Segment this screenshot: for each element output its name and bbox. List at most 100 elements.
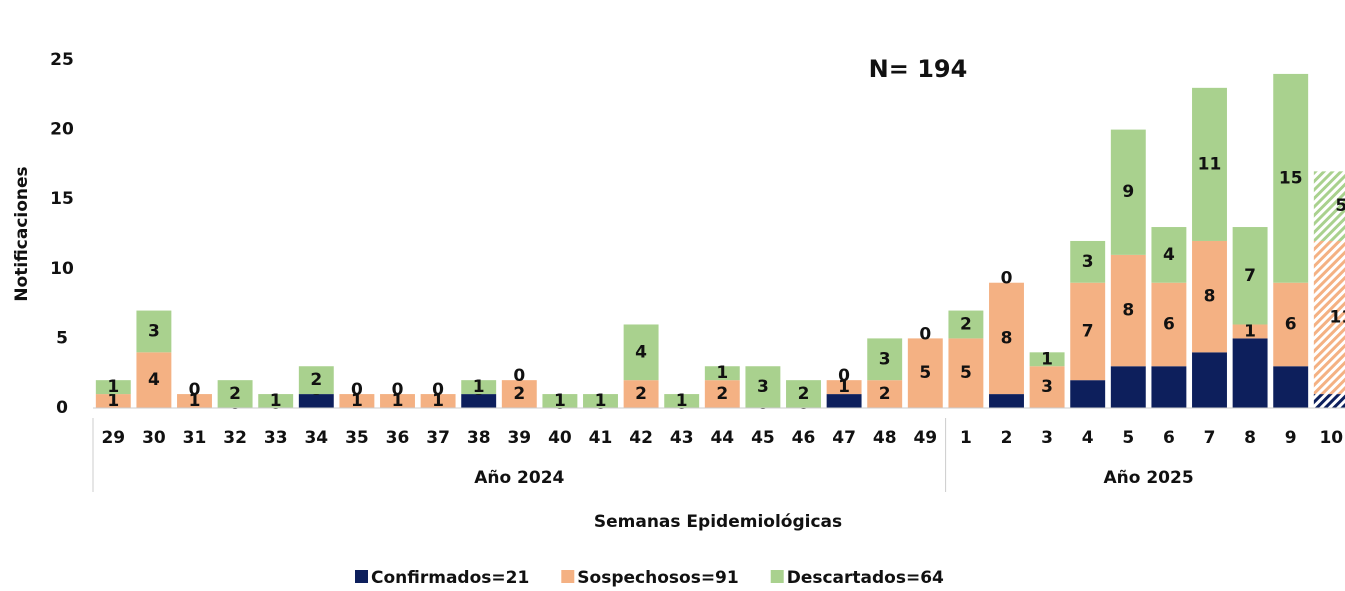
x-tick-label: 9	[1285, 428, 1297, 448]
bar-segment	[1192, 87, 1227, 241]
data-label: 1	[595, 391, 607, 411]
data-label: 1	[1041, 349, 1053, 369]
data-label: 3	[757, 377, 769, 397]
data-label: 0	[513, 366, 525, 386]
x-axis-title: Semanas Epidemiológicas	[594, 512, 842, 532]
bar-segment	[704, 380, 740, 408]
x-tick-label: 31	[183, 428, 207, 448]
legend-swatch	[561, 570, 575, 583]
bar-segment	[1313, 394, 1345, 408]
bar-segment	[907, 338, 943, 408]
x-tick-label: 4	[1082, 428, 1094, 448]
bar-segment	[136, 352, 172, 408]
data-label: 7	[1244, 266, 1256, 286]
x-tick-label: 35	[345, 428, 369, 448]
bar-segment	[501, 380, 537, 408]
data-label: 1	[189, 391, 201, 411]
data-label: 11	[1329, 308, 1345, 328]
data-label: 8	[1122, 301, 1134, 321]
bar-segment	[623, 324, 659, 381]
x-tick-label: 46	[792, 428, 816, 448]
bar-segment	[1151, 282, 1187, 367]
x-tick-label: 5	[1122, 428, 1134, 448]
annotation: N= 194	[869, 55, 968, 83]
data-label: 5	[1335, 196, 1345, 216]
bar-segment	[1110, 254, 1146, 367]
data-label: 8	[1204, 287, 1216, 307]
legend-label: Descartados=64	[787, 568, 944, 588]
bar-segment	[1232, 227, 1268, 325]
legend-swatch	[770, 570, 784, 583]
data-label: 0	[1001, 269, 1013, 289]
data-label: 3	[148, 321, 160, 341]
data-label: 1	[107, 377, 119, 397]
bar-segment	[1070, 380, 1106, 408]
y-tick-label: 5	[56, 328, 68, 348]
x-tick-label: 44	[710, 428, 734, 448]
x-tick-label: 36	[386, 428, 410, 448]
group-label: Año 2025	[1104, 468, 1194, 488]
data-label: 3	[879, 349, 891, 369]
bar-segment	[826, 380, 862, 395]
bar-segment	[1029, 352, 1065, 367]
data-label: 3	[1041, 377, 1053, 397]
data-label: 2	[229, 384, 241, 404]
bar-segment	[95, 394, 131, 408]
data-label: 1	[676, 391, 688, 411]
legend-label: Sospechosos=91	[577, 568, 738, 588]
bar-segment	[989, 394, 1024, 408]
x-tick-label: 32	[223, 428, 247, 448]
x-tick-label: 30	[142, 428, 166, 448]
x-tick-label: 3	[1041, 428, 1053, 448]
x-tick-label: 33	[264, 428, 288, 448]
bar-segment	[136, 310, 172, 353]
bar-segment	[1151, 227, 1187, 283]
bar-segment	[948, 338, 984, 408]
bar-segment	[1273, 366, 1309, 408]
bar-segment	[1110, 129, 1146, 255]
x-tick-label: 47	[832, 428, 856, 448]
bar-segment	[298, 366, 334, 395]
legend-label: Confirmados=21	[371, 568, 529, 588]
data-label: 4	[148, 370, 160, 390]
data-label: 2	[635, 384, 647, 404]
bar-segment	[704, 366, 740, 381]
x-tick-label: 2	[1001, 428, 1013, 448]
data-label: 0	[351, 380, 363, 400]
data-label: 4	[635, 342, 647, 362]
x-tick-label: 39	[507, 428, 531, 448]
x-tick-label: 34	[304, 428, 328, 448]
bar-segment	[217, 380, 253, 408]
x-tick-label: 7	[1204, 428, 1216, 448]
legend-swatch	[355, 570, 368, 583]
x-tick-label: 6	[1163, 428, 1175, 448]
x-tick-label: 45	[751, 428, 775, 448]
data-label: 1	[473, 377, 485, 397]
y-tick-label: 0	[56, 398, 68, 418]
bar-segment	[583, 394, 618, 408]
data-label: 2	[879, 384, 891, 404]
x-tick-label: 8	[1244, 428, 1256, 448]
x-tick-label: 1	[960, 428, 972, 448]
data-label: 0	[838, 366, 850, 386]
bar-segment	[1192, 240, 1227, 353]
data-label: 2	[798, 384, 810, 404]
data-label: 1	[716, 363, 728, 383]
data-label: 5	[919, 363, 931, 383]
bar-segment	[1070, 282, 1106, 381]
bar-segment	[461, 394, 497, 408]
bar-segment	[1151, 366, 1187, 408]
data-label: 15	[1279, 168, 1303, 188]
data-label: 3	[1082, 252, 1094, 272]
bar-segment	[1029, 366, 1065, 408]
x-tick-label: 37	[426, 428, 450, 448]
bar-segment	[867, 338, 903, 381]
bar-segment	[339, 394, 375, 408]
data-label: 2	[513, 384, 525, 404]
data-label: 7	[1082, 321, 1094, 341]
x-tick-label: 10	[1319, 428, 1343, 448]
x-tick-label: 42	[629, 428, 653, 448]
data-label: 6	[1285, 314, 1297, 334]
bar-segment	[1070, 240, 1106, 283]
